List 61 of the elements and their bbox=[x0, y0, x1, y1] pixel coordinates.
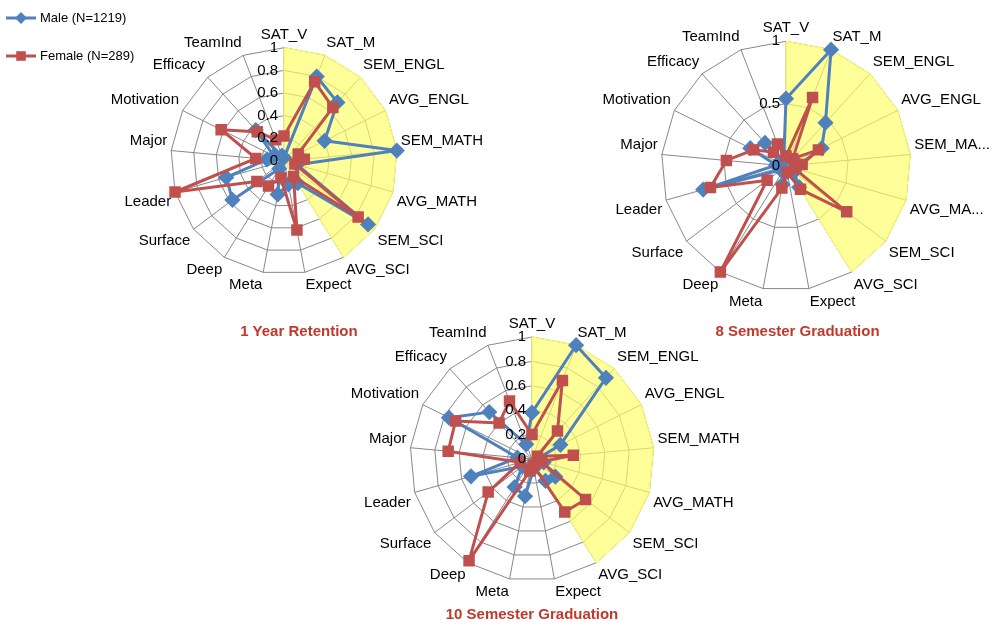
y-tick-label: 0 bbox=[771, 156, 780, 174]
spoke-label: TeamInd bbox=[681, 27, 740, 45]
spoke-label: SEM_SCI bbox=[888, 242, 955, 260]
spoke-label: SAT_M bbox=[326, 32, 376, 50]
y-tick-label: 0.8 bbox=[257, 60, 278, 78]
spoke-label: AVG_ENGL bbox=[901, 89, 981, 107]
spoke-label: Efficacy bbox=[152, 55, 206, 73]
spoke-label: SEM_SCI bbox=[377, 230, 444, 248]
spoke-label: AVG_MATH bbox=[653, 492, 734, 510]
spoke-label: Motivation bbox=[110, 89, 180, 107]
spoke-label: AVG_ENGL bbox=[644, 383, 725, 401]
spoke-label: Expect bbox=[555, 582, 602, 599]
spoke-label: Expect bbox=[809, 291, 857, 309]
text: 10 Semester Graduation bbox=[445, 605, 619, 623]
spoke-label: AVG_MA... bbox=[909, 200, 984, 218]
spoke-label: Deep bbox=[186, 259, 223, 277]
spoke-label: SAT_M bbox=[577, 322, 627, 340]
spoke-label: SEM_ENGL bbox=[872, 52, 955, 70]
spoke-label: Expect bbox=[305, 275, 353, 293]
spoke-label: Leader bbox=[124, 192, 172, 210]
spoke-label: AVG_ENGL bbox=[388, 89, 469, 107]
spoke-label: Efficacy bbox=[394, 347, 448, 365]
spoke-label: SEM_MA... bbox=[914, 135, 991, 153]
spoke-label: AVG_SCI bbox=[598, 565, 663, 583]
text: 1 Year Retention bbox=[240, 322, 358, 340]
spoke-label: AVG_SCI bbox=[345, 259, 410, 277]
legend-label: Female (N=289) bbox=[40, 47, 135, 63]
spoke-label: Meta bbox=[229, 275, 264, 293]
spoke-label: SEM_ENGL bbox=[363, 55, 445, 73]
spoke-label: TeamInd bbox=[184, 32, 242, 50]
spoke-label: SAT_V bbox=[260, 24, 308, 42]
y-tick-label: 0.5 bbox=[759, 93, 780, 111]
spoke-label: SEM_MATH bbox=[400, 131, 484, 149]
y-tick-label: 0.6 bbox=[505, 375, 526, 393]
spoke-label: Motivation bbox=[602, 89, 671, 107]
text: 8 Semester Graduation bbox=[715, 322, 880, 340]
spoke-label: Leader bbox=[364, 492, 411, 510]
spoke-label: Major bbox=[620, 135, 658, 153]
y-tick-label: 0.8 bbox=[505, 351, 526, 369]
spoke-label: AVG_SCI bbox=[853, 274, 918, 292]
legend-label: Male (N=1219) bbox=[40, 9, 127, 25]
spoke-label: Deep bbox=[429, 565, 466, 583]
spoke-label: Deep bbox=[682, 274, 719, 292]
spoke-label: Meta bbox=[728, 291, 763, 309]
spoke-label: Motivation bbox=[350, 383, 420, 401]
spoke-label: TeamInd bbox=[428, 322, 487, 340]
spoke-label: Meta bbox=[475, 582, 510, 599]
spoke-label: Surface bbox=[138, 230, 191, 248]
y-tick-label: 0.4 bbox=[257, 105, 278, 123]
spoke-label: SEM_MATH bbox=[657, 428, 740, 446]
spoke-label: AVG_MATH bbox=[396, 192, 478, 210]
spoke-label: Efficacy bbox=[647, 52, 700, 70]
spoke-label: Leader bbox=[615, 200, 663, 218]
spoke-label: SAT_M bbox=[832, 27, 882, 45]
spoke-label: SEM_SCI bbox=[632, 534, 699, 552]
y-tick-label: 0.6 bbox=[257, 83, 278, 101]
spoke-label: Surface bbox=[379, 534, 432, 552]
spoke-label: SEM_ENGL bbox=[616, 347, 699, 365]
spoke-label: Surface bbox=[631, 242, 684, 260]
spoke-label: Major bbox=[369, 428, 407, 446]
spoke-label: Major bbox=[129, 131, 168, 149]
